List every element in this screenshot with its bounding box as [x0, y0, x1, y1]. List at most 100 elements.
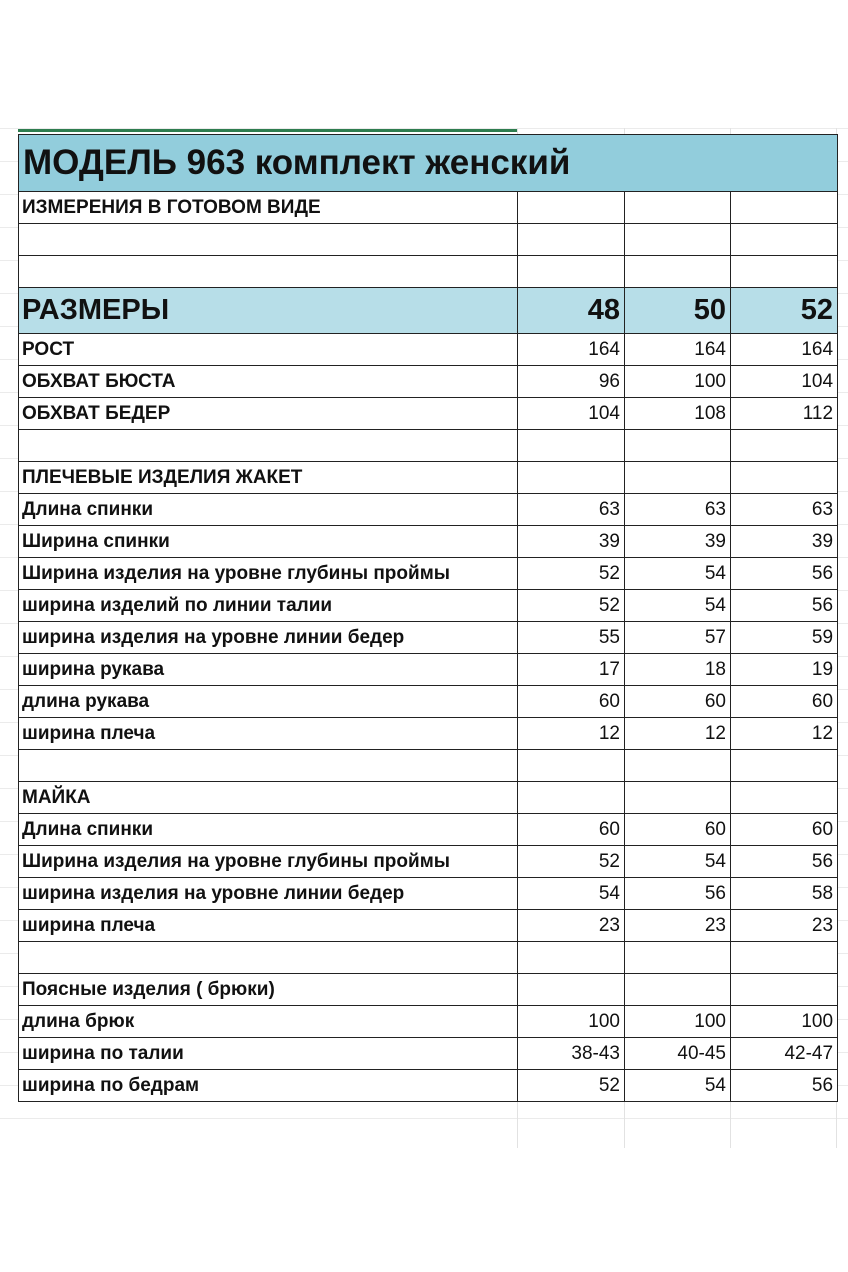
size-52[interactable]: 52: [729, 287, 839, 334]
row-label[interactable]: Ширина изделия на уровне глубины проймы: [18, 557, 518, 590]
value-cell-size-50[interactable]: 54: [624, 1069, 731, 1102]
row-label[interactable]: ширина по бедрам: [18, 1069, 518, 1102]
sizes-label[interactable]: РАЗМЕРЫ: [18, 287, 518, 334]
value-cell-size-50[interactable]: 18: [624, 653, 731, 686]
sheet-title[interactable]: МОДЕЛЬ 963 комплект женский: [17, 134, 839, 192]
value-cell-size-50[interactable]: 60: [624, 685, 731, 718]
value-cell-size-48[interactable]: 39: [517, 525, 625, 558]
value-cell-size-52[interactable]: 39: [729, 525, 839, 558]
cell[interactable]: [18, 223, 518, 256]
row-label[interactable]: ширина плеча: [18, 717, 518, 750]
subtitle-cell[interactable]: ИЗМЕРЕНИЯ В ГОТОВОМ ВИДЕ: [18, 191, 518, 224]
value-cell-size-48[interactable]: 52: [517, 589, 625, 622]
row-label[interactable]: ПЛЕЧЕВЫЕ ИЗДЕЛИЯ ЖАКЕТ: [18, 461, 518, 494]
value-cell-size-48[interactable]: 164: [517, 333, 625, 366]
row-label[interactable]: ширина изделия на уровне линии бедер: [18, 877, 518, 910]
value-cell-size-48[interactable]: [517, 781, 625, 814]
value-cell-size-52[interactable]: [729, 429, 839, 462]
value-cell-size-48[interactable]: 100: [517, 1005, 625, 1038]
value-cell-size-50[interactable]: 100: [624, 1005, 731, 1038]
value-cell-size-50[interactable]: [624, 781, 731, 814]
value-cell-size-48[interactable]: [517, 461, 625, 494]
value-cell-size-50[interactable]: 60: [624, 813, 731, 846]
value-cell-size-52[interactable]: 60: [729, 813, 839, 846]
value-cell-size-50[interactable]: 100: [624, 365, 731, 398]
cell[interactable]: [729, 255, 839, 288]
value-cell-size-52[interactable]: [729, 781, 839, 814]
value-cell-size-52[interactable]: 56: [729, 589, 839, 622]
value-cell-size-50[interactable]: 54: [624, 557, 731, 590]
value-cell-size-48[interactable]: [517, 429, 625, 462]
value-cell-size-52[interactable]: 23: [729, 909, 839, 942]
value-cell-size-52[interactable]: 58: [729, 877, 839, 910]
row-label[interactable]: Длина спинки: [18, 493, 518, 526]
value-cell-size-48[interactable]: 52: [517, 1069, 625, 1102]
value-cell-size-48[interactable]: 23: [517, 909, 625, 942]
value-cell-size-52[interactable]: 19: [729, 653, 839, 686]
value-cell-size-48[interactable]: 52: [517, 557, 625, 590]
row-label[interactable]: [18, 941, 518, 974]
row-label[interactable]: [18, 429, 518, 462]
cell[interactable]: [624, 191, 731, 224]
value-cell-size-48[interactable]: 60: [517, 685, 625, 718]
value-cell-size-52[interactable]: 100: [729, 1005, 839, 1038]
value-cell-size-48[interactable]: [517, 941, 625, 974]
value-cell-size-48[interactable]: 12: [517, 717, 625, 750]
value-cell-size-50[interactable]: 63: [624, 493, 731, 526]
cell[interactable]: [729, 223, 839, 256]
cell[interactable]: [18, 255, 518, 288]
value-cell-size-50[interactable]: 39: [624, 525, 731, 558]
value-cell-size-48[interactable]: 96: [517, 365, 625, 398]
size-50[interactable]: 50: [624, 287, 731, 334]
value-cell-size-48[interactable]: 17: [517, 653, 625, 686]
value-cell-size-52[interactable]: 42-47: [729, 1037, 839, 1070]
value-cell-size-48[interactable]: 104: [517, 397, 625, 430]
value-cell-size-52[interactable]: 12: [729, 717, 839, 750]
value-cell-size-52[interactable]: 56: [729, 845, 839, 878]
value-cell-size-48[interactable]: 55: [517, 621, 625, 654]
value-cell-size-50[interactable]: 57: [624, 621, 731, 654]
row-label[interactable]: ширина по талии: [18, 1037, 518, 1070]
value-cell-size-50[interactable]: 56: [624, 877, 731, 910]
value-cell-size-50[interactable]: 40-45: [624, 1037, 731, 1070]
cell[interactable]: [729, 191, 839, 224]
value-cell-size-52[interactable]: [729, 973, 839, 1006]
value-cell-size-50[interactable]: 108: [624, 397, 731, 430]
value-cell-size-52[interactable]: 63: [729, 493, 839, 526]
row-label[interactable]: Ширина изделия на уровне глубины проймы: [18, 845, 518, 878]
row-label[interactable]: ширина изделия на уровне линии бедер: [18, 621, 518, 654]
cell[interactable]: [517, 191, 625, 224]
row-label[interactable]: ОБХВАТ БЕДЕР: [18, 397, 518, 430]
value-cell-size-52[interactable]: 104: [729, 365, 839, 398]
value-cell-size-48[interactable]: 38-43: [517, 1037, 625, 1070]
row-label[interactable]: МАЙКА: [18, 781, 518, 814]
value-cell-size-50[interactable]: 23: [624, 909, 731, 942]
value-cell-size-52[interactable]: 56: [729, 557, 839, 590]
cell[interactable]: [517, 255, 625, 288]
value-cell-size-52[interactable]: 56: [729, 1069, 839, 1102]
value-cell-size-50[interactable]: 54: [624, 845, 731, 878]
value-cell-size-48[interactable]: 54: [517, 877, 625, 910]
value-cell-size-52[interactable]: 60: [729, 685, 839, 718]
row-label[interactable]: ОБХВАТ БЮСТА: [18, 365, 518, 398]
value-cell-size-50[interactable]: 12: [624, 717, 731, 750]
value-cell-size-50[interactable]: 164: [624, 333, 731, 366]
value-cell-size-50[interactable]: [624, 941, 731, 974]
row-label[interactable]: Ширина спинки: [18, 525, 518, 558]
value-cell-size-50[interactable]: [624, 973, 731, 1006]
value-cell-size-48[interactable]: [517, 749, 625, 782]
row-label[interactable]: ширина плеча: [18, 909, 518, 942]
value-cell-size-50[interactable]: [624, 461, 731, 494]
row-label[interactable]: РОСТ: [18, 333, 518, 366]
row-label[interactable]: Поясные изделия ( брюки): [18, 973, 518, 1006]
value-cell-size-50[interactable]: [624, 749, 731, 782]
value-cell-size-48[interactable]: 52: [517, 845, 625, 878]
value-cell-size-52[interactable]: [729, 749, 839, 782]
row-label[interactable]: длина брюк: [18, 1005, 518, 1038]
row-label[interactable]: [18, 749, 518, 782]
cell[interactable]: [517, 223, 625, 256]
value-cell-size-48[interactable]: 60: [517, 813, 625, 846]
size-48[interactable]: 48: [517, 287, 625, 334]
value-cell-size-48[interactable]: 63: [517, 493, 625, 526]
value-cell-size-48[interactable]: [517, 973, 625, 1006]
